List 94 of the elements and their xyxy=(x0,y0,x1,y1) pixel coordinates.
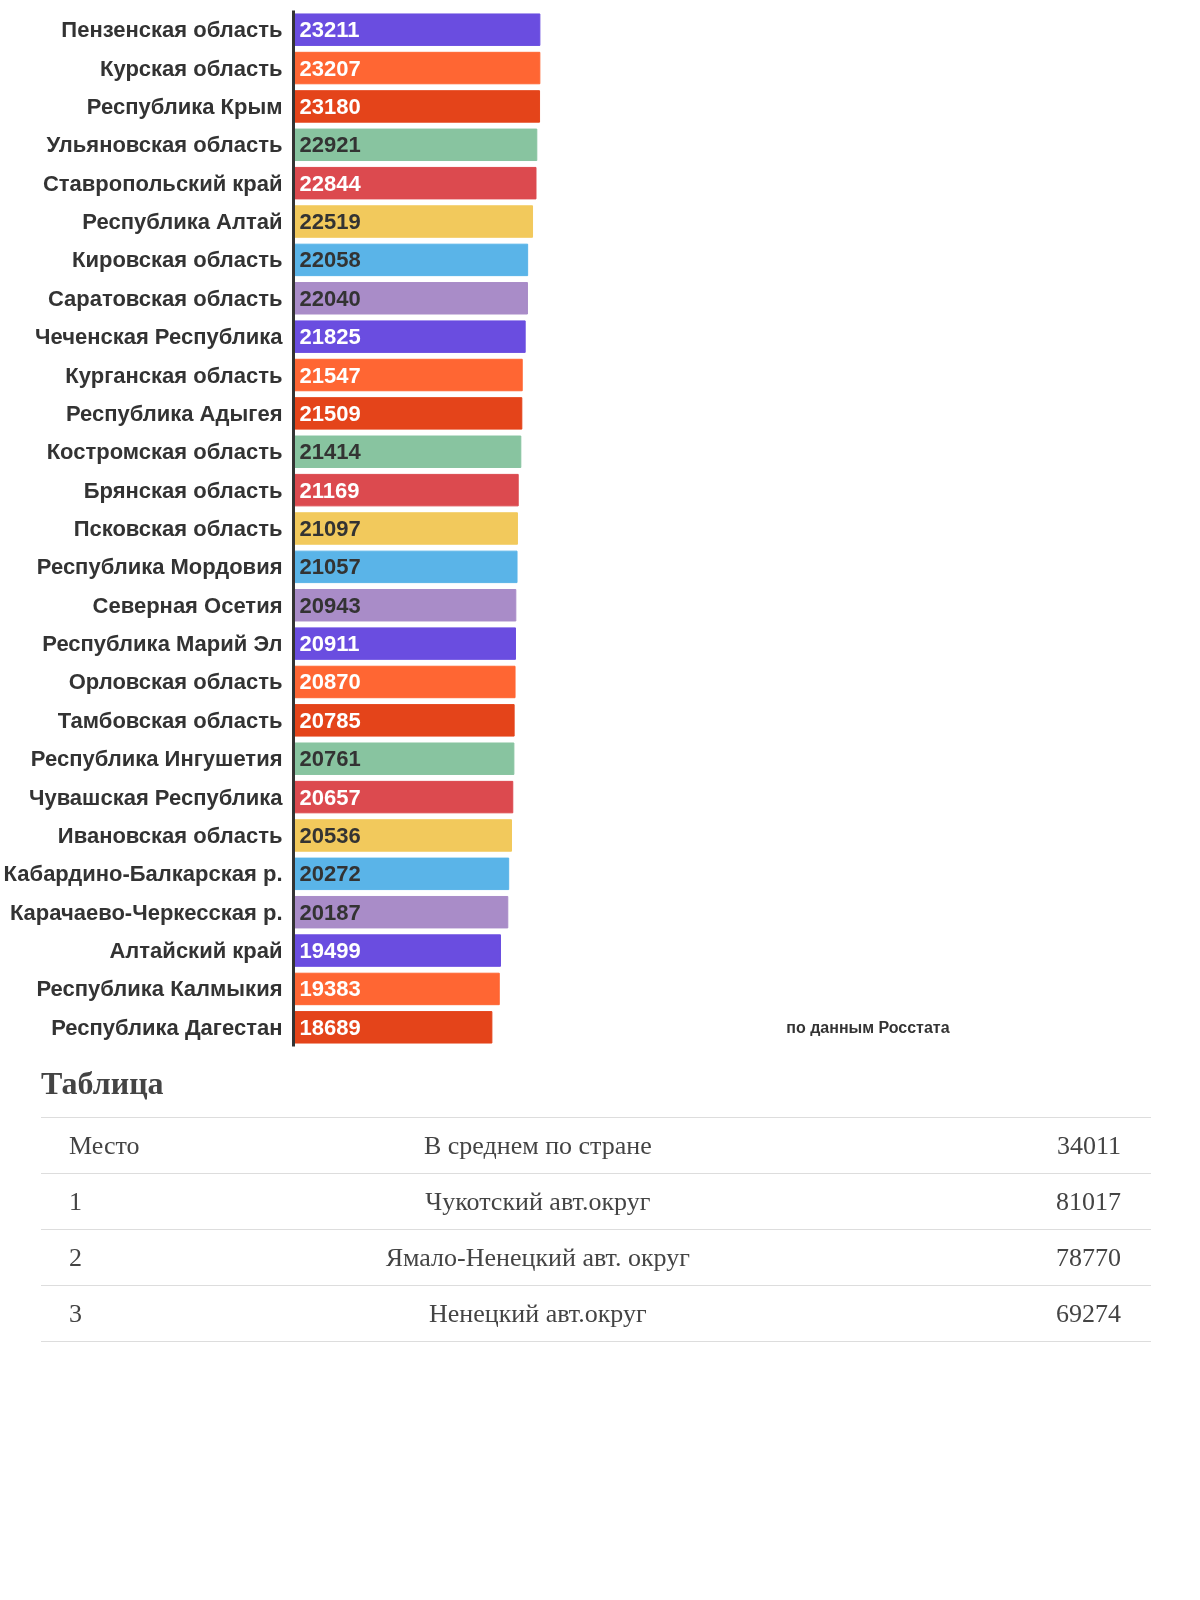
text: 69274 xyxy=(1055,1297,1122,1330)
text: 3 xyxy=(68,1297,83,1330)
y-tick-label: Карачаево-Черкесская р. xyxy=(9,899,283,925)
text: Место xyxy=(68,1129,141,1162)
text: по данным Росстата xyxy=(786,1018,950,1036)
text: Ненецкий авт.округ xyxy=(428,1297,648,1330)
y-tick-label: Республика Крым xyxy=(86,93,283,119)
bar xyxy=(293,512,518,545)
data-label: 21547 xyxy=(299,362,361,388)
y-tick-label: Республика Мордовия xyxy=(36,554,283,580)
bar xyxy=(293,397,523,430)
data-label: 22921 xyxy=(299,132,361,158)
bar xyxy=(293,934,501,967)
bar xyxy=(293,243,529,277)
data-label: 22844 xyxy=(299,170,362,196)
data-label: 20536 xyxy=(299,822,361,848)
data-label: 21097 xyxy=(299,516,361,541)
data-label: 23207 xyxy=(299,55,361,81)
data-label: 23180 xyxy=(299,93,361,119)
y-tick-label: Псковская область xyxy=(73,516,283,541)
bar xyxy=(293,857,510,891)
bar xyxy=(293,1011,493,1044)
data-label: 22040 xyxy=(299,285,361,311)
bar xyxy=(293,665,516,699)
y-tick-label: Республика Ингушетия xyxy=(30,746,283,772)
text: Таблица xyxy=(41,1064,164,1103)
y-tick-label: Чувашская Республика xyxy=(28,784,284,810)
text: В среднем по стране xyxy=(422,1129,653,1162)
bar xyxy=(293,819,512,852)
bar xyxy=(293,128,538,162)
bar xyxy=(293,358,523,392)
data-label: 22519 xyxy=(299,209,361,235)
data-label: 20911 xyxy=(299,631,360,657)
y-tick-label: Кабардино-Балкарская р. xyxy=(3,861,283,887)
bar xyxy=(293,627,516,660)
data-label: 20187 xyxy=(299,899,361,925)
y-tick-label: Саратовская область xyxy=(47,285,283,311)
y-tick-label: Курганская область xyxy=(65,362,283,388)
y-tick-label: Пензенская область xyxy=(61,17,283,43)
data-label: 23211 xyxy=(299,17,360,43)
y-tick-label: Республика Марий Эл xyxy=(42,631,283,657)
y-tick-label: Северная Осетия xyxy=(92,592,283,618)
y-tick-label: Ставропольский край xyxy=(42,170,283,196)
bar xyxy=(293,780,514,814)
data-label: 20657 xyxy=(299,784,361,810)
y-tick-label: Орловская область xyxy=(68,669,283,695)
data-label: 20943 xyxy=(299,592,361,618)
bar xyxy=(293,473,519,507)
bar xyxy=(293,282,528,315)
y-tick-label: Ульяновская область xyxy=(46,132,283,158)
data-label: 20761 xyxy=(299,746,361,772)
bar xyxy=(293,90,541,123)
bar xyxy=(293,51,541,85)
y-tick-label: Республика Дагестан xyxy=(51,1014,283,1040)
data-label: 19383 xyxy=(299,976,361,1002)
y-tick-label: Курская область xyxy=(100,55,283,81)
bar xyxy=(293,435,522,468)
data-label: 21414 xyxy=(299,439,362,465)
bar xyxy=(293,895,509,929)
y-tick-label: Алтайский край xyxy=(109,938,283,964)
data-label: 21169 xyxy=(299,477,360,503)
text: Чукотский авт.округ xyxy=(424,1185,652,1218)
y-tick-label: Республика Алтай xyxy=(82,209,283,235)
y-tick-label: Ивановская область xyxy=(57,822,283,848)
text: 34011 xyxy=(1055,1129,1122,1162)
data-label: 21057 xyxy=(299,554,361,580)
text: 1 xyxy=(68,1185,83,1218)
y-tick-label: Костромская область xyxy=(46,439,283,465)
bar xyxy=(293,166,537,200)
data-label: 21825 xyxy=(299,324,361,350)
y-tick-label: Кировская область xyxy=(72,247,283,273)
bar xyxy=(293,704,515,737)
y-tick-label: Республика Калмыкия xyxy=(36,976,283,1002)
bar xyxy=(293,550,518,584)
data-label: 20870 xyxy=(299,669,361,695)
y-tick-label: Республика Адыгея xyxy=(65,400,283,426)
text: 78770 xyxy=(1055,1241,1122,1274)
bar xyxy=(293,320,526,353)
y-tick-label: Чеченская Республика xyxy=(35,324,284,350)
bar xyxy=(293,742,515,775)
bar xyxy=(293,589,517,622)
text: 81017 xyxy=(1055,1185,1122,1218)
data-label: 18689 xyxy=(299,1014,361,1040)
y-tick-label: Брянская область xyxy=(83,477,283,503)
bar xyxy=(293,205,534,238)
data-label: 22058 xyxy=(299,247,361,273)
data-label: 20272 xyxy=(299,861,361,887)
data-label: 21509 xyxy=(299,400,361,426)
text: 2 xyxy=(68,1241,83,1274)
data-label: 20785 xyxy=(299,707,361,733)
data-label: 19499 xyxy=(299,938,361,964)
bar xyxy=(293,13,541,46)
y-tick-label: Тамбовская область xyxy=(57,707,283,733)
text: Ямало-Ненецкий авт. округ xyxy=(384,1241,691,1274)
